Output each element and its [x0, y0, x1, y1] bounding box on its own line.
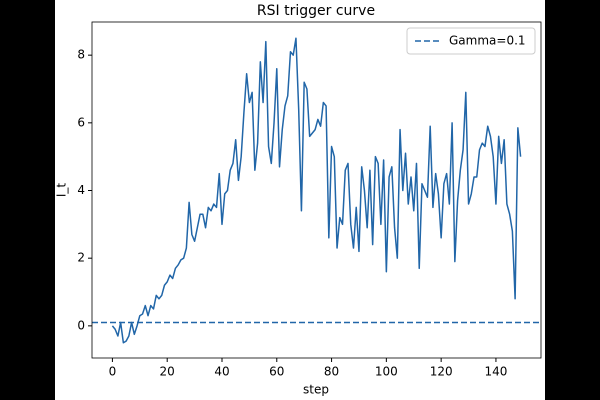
y-tick-label: 4	[77, 183, 85, 197]
plot-frame	[91, 21, 542, 359]
legend-label: Gamma=0.1	[449, 34, 526, 48]
y-axis-label: I_t	[55, 183, 69, 198]
legend-box	[406, 27, 536, 55]
y-tick-label: 8	[77, 48, 85, 62]
y-tick-label: 2	[77, 251, 85, 265]
x-tick-label: 80	[324, 365, 339, 379]
x-tick-label: 40	[214, 365, 229, 379]
data-line	[111, 37, 522, 344]
x-tick-label: 140	[484, 365, 507, 379]
x-tick-label: 100	[375, 365, 398, 379]
x-tick-label: 20	[160, 365, 175, 379]
x-tick-label: 120	[430, 365, 453, 379]
x-tick-label: 60	[269, 365, 284, 379]
y-tick-label: 0	[77, 318, 85, 332]
figure-background	[55, 0, 545, 400]
chart-title: RSI trigger curve	[257, 3, 375, 19]
x-tick-label: 0	[109, 365, 117, 379]
y-tick-label: 6	[77, 115, 85, 129]
x-axis-label: step	[303, 383, 329, 397]
